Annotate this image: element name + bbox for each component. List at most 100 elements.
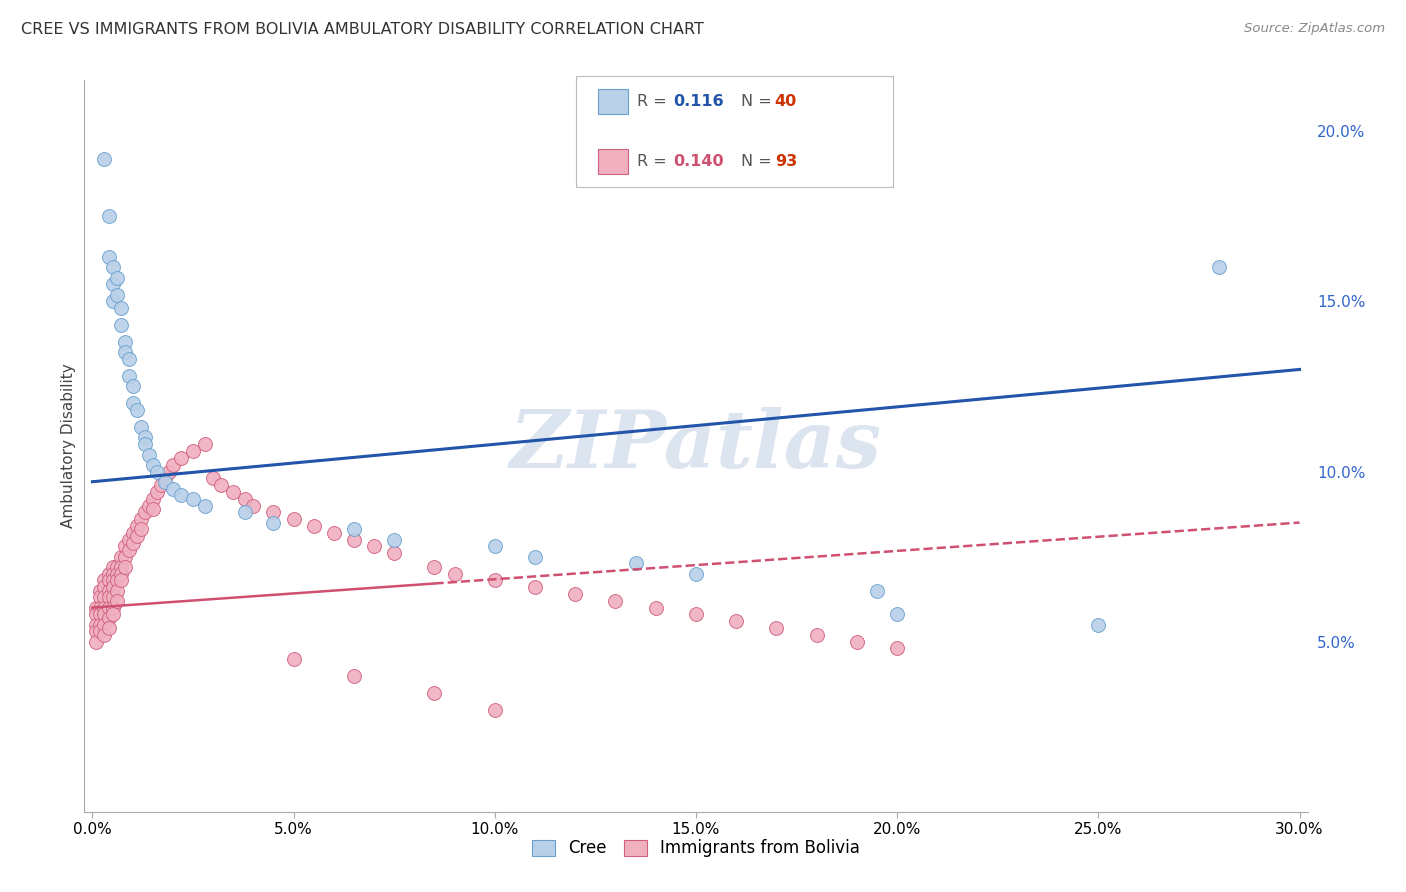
Point	[101, 277, 124, 292]
Point	[110, 549, 132, 564]
Point	[170, 488, 193, 502]
Point	[110, 574, 132, 588]
Point	[129, 522, 152, 536]
Point	[443, 566, 465, 581]
Point	[605, 594, 627, 608]
Point	[484, 703, 506, 717]
Point	[845, 634, 868, 648]
Point	[564, 587, 586, 601]
Point	[117, 533, 139, 547]
Point	[134, 505, 156, 519]
Text: Source: ZipAtlas.com: Source: ZipAtlas.com	[1244, 22, 1385, 36]
Point	[93, 628, 115, 642]
Point	[89, 583, 111, 598]
Point	[101, 607, 124, 622]
Point	[725, 614, 748, 628]
Point	[97, 591, 120, 605]
Point	[93, 591, 115, 605]
Point	[105, 559, 128, 574]
Point	[233, 505, 256, 519]
Point	[114, 345, 136, 359]
Point	[181, 491, 204, 506]
Point	[114, 549, 136, 564]
Point	[142, 491, 165, 506]
Point	[89, 624, 111, 639]
Point	[97, 583, 120, 598]
Text: R =: R =	[637, 95, 672, 109]
Point	[149, 478, 172, 492]
Point	[194, 437, 217, 451]
Point	[322, 525, 344, 540]
Point	[101, 294, 124, 309]
Point	[97, 566, 120, 581]
Point	[110, 566, 132, 581]
Legend: Cree, Immigrants from Bolivia: Cree, Immigrants from Bolivia	[523, 830, 869, 865]
Point	[146, 484, 169, 499]
Y-axis label: Ambulatory Disability: Ambulatory Disability	[60, 364, 76, 528]
Point	[101, 600, 124, 615]
Point	[89, 617, 111, 632]
Point	[125, 529, 148, 543]
Point	[105, 574, 128, 588]
Point	[181, 444, 204, 458]
Point	[685, 607, 707, 622]
Point	[101, 591, 124, 605]
Point	[138, 499, 160, 513]
Point	[343, 522, 366, 536]
Point	[114, 335, 136, 350]
Point	[89, 607, 111, 622]
Point	[97, 574, 120, 588]
Point	[343, 533, 366, 547]
Point	[524, 549, 547, 564]
Point	[110, 559, 132, 574]
Point	[101, 580, 124, 594]
Point	[423, 686, 446, 700]
Point	[105, 566, 128, 581]
Text: ZIPatlas: ZIPatlas	[510, 408, 882, 484]
Point	[209, 478, 232, 492]
Point	[202, 471, 225, 485]
Point	[162, 458, 184, 472]
Point	[765, 621, 787, 635]
Point	[382, 533, 405, 547]
Text: CREE VS IMMIGRANTS FROM BOLIVIA AMBULATORY DISABILITY CORRELATION CHART: CREE VS IMMIGRANTS FROM BOLIVIA AMBULATO…	[21, 22, 704, 37]
Point	[117, 352, 139, 367]
Text: N =: N =	[741, 154, 778, 169]
Point	[89, 591, 111, 605]
Point	[153, 471, 176, 485]
Point	[866, 583, 889, 598]
Point	[524, 580, 547, 594]
Point	[242, 499, 264, 513]
Point	[101, 260, 124, 275]
Point	[146, 465, 169, 479]
Point	[134, 430, 156, 444]
Text: N =: N =	[741, 95, 778, 109]
Point	[886, 607, 908, 622]
Point	[86, 634, 108, 648]
Point	[363, 540, 385, 554]
Point	[86, 617, 108, 632]
Point	[153, 475, 176, 489]
Point	[283, 651, 305, 665]
Point	[93, 600, 115, 615]
Point	[101, 574, 124, 588]
Point	[129, 512, 152, 526]
Point	[806, 628, 828, 642]
Point	[110, 301, 132, 316]
Point	[97, 611, 120, 625]
Point	[114, 540, 136, 554]
Point	[97, 621, 120, 635]
Point	[263, 505, 285, 519]
Point	[423, 559, 446, 574]
Point	[105, 594, 128, 608]
Point	[125, 519, 148, 533]
Text: 0.140: 0.140	[673, 154, 724, 169]
Point	[283, 512, 305, 526]
Point	[484, 574, 506, 588]
Point	[110, 318, 132, 333]
Point	[157, 465, 180, 479]
Point	[170, 450, 193, 465]
Point	[1087, 617, 1109, 632]
Point	[114, 559, 136, 574]
Point	[93, 617, 115, 632]
